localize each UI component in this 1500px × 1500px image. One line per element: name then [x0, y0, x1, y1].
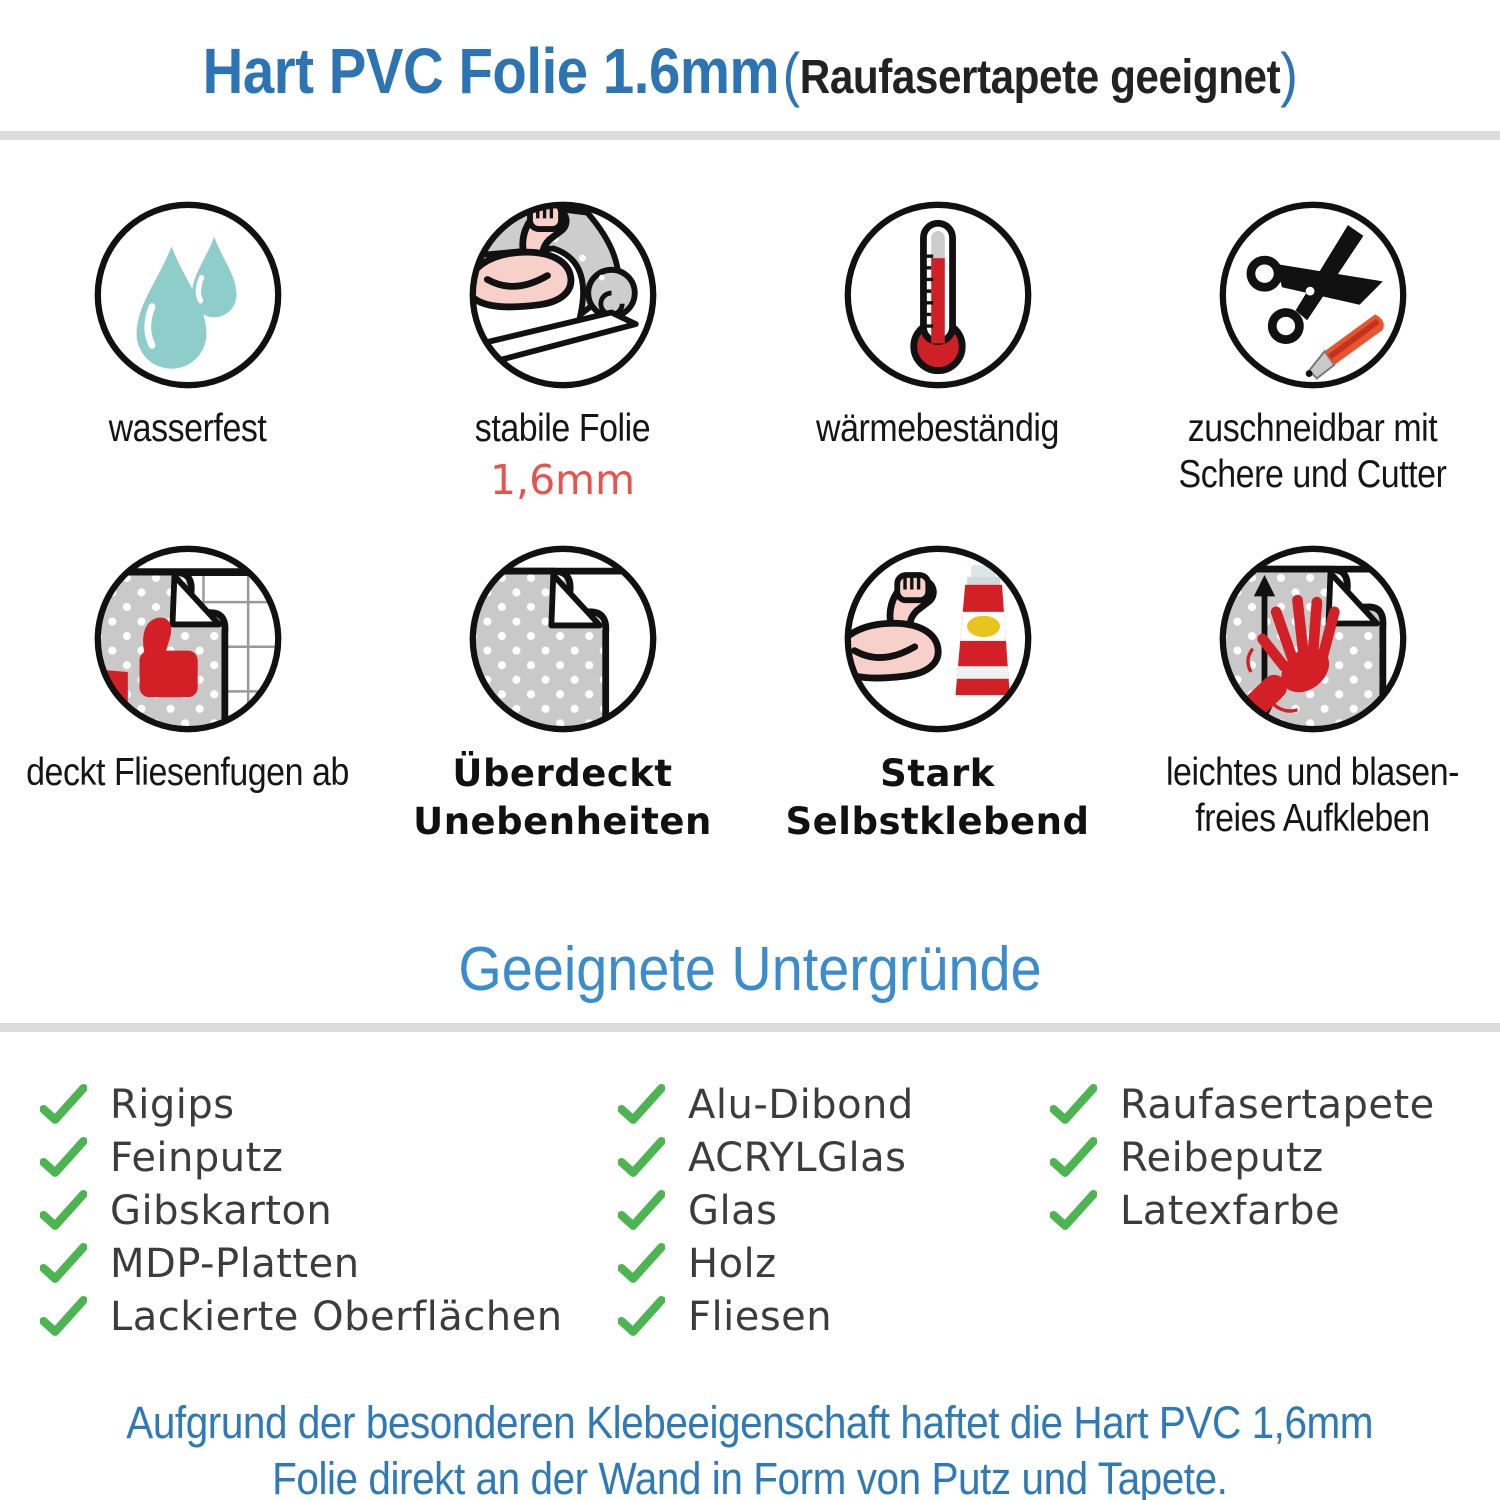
covers-unevenness-icon [469, 545, 656, 733]
check-icon [618, 1242, 665, 1283]
list-item: MDP-Platten [40, 1237, 618, 1290]
list-item-label: Glas [688, 1187, 778, 1234]
bubble-free-icon [1219, 545, 1406, 733]
feature-label: wärmebeständig [816, 407, 1059, 450]
list-item: Raufasertapete [1050, 1078, 1500, 1131]
water-drops-icon [94, 201, 281, 389]
list-item-label: Feinputz [110, 1134, 284, 1181]
strong-foil-icon [469, 201, 656, 389]
checklist-column-1: Rigips Feinputz Gibskarton MDP-Platten L… [40, 1078, 618, 1343]
feature-bubble-free: leichtes und blasen- freies Aufkleben [1125, 542, 1500, 842]
list-item: Gibskarton [40, 1184, 618, 1237]
surfaces-checklist: Rigips Feinputz Gibskarton MDP-Platten L… [0, 1078, 1500, 1343]
check-icon [1050, 1083, 1097, 1124]
list-item: ACRYLGlas [618, 1131, 1050, 1184]
feature-thickness-label: 1,6mm [489, 456, 636, 505]
tile-joints-icon [94, 545, 281, 733]
list-item-label: Lackierte Oberflächen [110, 1293, 563, 1340]
check-icon [40, 1136, 87, 1177]
list-item-label: MDP-Platten [110, 1240, 360, 1287]
feature-covers-unevenness: Überdeckt Unebenheiten [375, 542, 750, 846]
feature-label: zuschneidbar mit Schere und Cutter [1178, 407, 1447, 497]
feature-stable-foil: stabile Folie 1,6mm [375, 198, 750, 504]
list-item: Holz [618, 1237, 1050, 1290]
feature-self-adhesive: Stark Selbstklebend [750, 542, 1125, 846]
surfaces-heading-wrap: Geeignete Untergründe [0, 934, 1500, 1005]
list-item: Feinputz [40, 1131, 618, 1184]
title-main: Hart PVC Folie 1.6mm [202, 35, 780, 107]
list-item-label: Holz [688, 1240, 777, 1287]
list-item-label: Fliesen [688, 1293, 833, 1340]
feature-heat-resistant: wärmebeständig [750, 198, 1125, 452]
list-item: Rigips [40, 1078, 618, 1131]
check-icon [618, 1136, 665, 1177]
footer-line-2: Folie direkt an der Wand in Form von Put… [272, 1453, 1228, 1500]
feature-grid: wasserfest [0, 198, 1500, 846]
page-title: Hart PVC Folie 1.6mm (Raufasertapete gee… [0, 0, 1500, 109]
list-item-label: Alu-Dibond [688, 1081, 914, 1128]
list-item: Fliesen [618, 1290, 1050, 1343]
feature-label: Überdeckt Unebenheiten [413, 752, 712, 844]
check-icon [40, 1083, 87, 1124]
self-adhesive-icon [844, 545, 1031, 733]
check-icon [618, 1189, 665, 1230]
title-paren-open: ( [782, 41, 801, 108]
check-icon [618, 1295, 665, 1336]
list-item: Reibeputz [1050, 1131, 1500, 1184]
check-icon [40, 1295, 87, 1336]
feature-label: leichtes und blasen- freies Aufkleben [1165, 751, 1460, 841]
footer-line-1: Aufgrund der besonderen Klebeeigenschaft… [126, 1397, 1374, 1449]
list-item: Latexfarbe [1050, 1184, 1500, 1237]
list-item-label: Raufasertapete [1120, 1081, 1435, 1128]
feature-covers-tile-joints: deckt Fliesenfugen ab [0, 542, 375, 796]
feature-label: deckt Fliesenfugen ab [26, 751, 349, 795]
thermometer-icon [844, 201, 1031, 389]
feature-label: Stark Selbstklebend [785, 752, 1090, 844]
check-icon [1050, 1136, 1097, 1177]
divider [0, 1023, 1500, 1033]
checklist-column-3: Raufasertapete Reibeputz Latexfarbe [1050, 1078, 1500, 1343]
list-item-label: Reibeputz [1120, 1134, 1324, 1181]
check-icon [1050, 1189, 1097, 1230]
divider [0, 131, 1500, 140]
feature-label: stabile Folie [474, 407, 651, 450]
title-paren-text: Raufasertapete geeignet [799, 51, 1281, 104]
list-item-label: Latexfarbe [1120, 1187, 1341, 1234]
list-item-label: ACRYLGlas [688, 1134, 907, 1181]
footer-note: Aufgrund der besonderen Klebeeigenschaft… [0, 1395, 1500, 1500]
check-icon [618, 1083, 665, 1124]
list-item: Lackierte Oberflächen [40, 1290, 618, 1343]
check-icon [40, 1242, 87, 1283]
scissors-cutter-icon [1219, 201, 1406, 389]
check-icon [40, 1189, 87, 1230]
list-item: Alu-Dibond [618, 1078, 1050, 1131]
checklist-column-2: Alu-Dibond ACRYLGlas Glas Holz Fliesen [618, 1078, 1050, 1343]
list-item-label: Rigips [110, 1081, 235, 1128]
title-paren-close: ) [1280, 41, 1298, 108]
feature-cuttable: zuschneidbar mit Schere und Cutter [1125, 198, 1500, 498]
list-item: Glas [618, 1184, 1050, 1237]
surfaces-heading: Geeignete Untergründe [458, 935, 1042, 1005]
feature-waterproof: wasserfest [0, 198, 375, 452]
list-item-label: Gibskarton [110, 1187, 333, 1234]
feature-label: wasserfest [108, 407, 267, 450]
